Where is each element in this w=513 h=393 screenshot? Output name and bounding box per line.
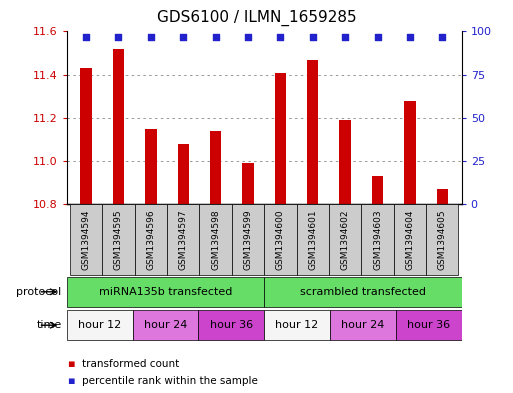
Text: GSM1394596: GSM1394596 (146, 209, 155, 270)
Bar (393, 204, 426, 275)
Bar (242, 163, 253, 204)
Point (211, 33, 220, 40)
Bar (264, 204, 297, 275)
Bar (177, 144, 189, 204)
Bar (297, 204, 329, 275)
Bar (264, 310, 330, 340)
Point (341, 33, 349, 40)
Bar (67, 310, 132, 340)
Text: GDS6100 / ILMN_1659285: GDS6100 / ILMN_1659285 (156, 10, 357, 26)
Bar (67, 277, 264, 307)
Text: GSM1394601: GSM1394601 (308, 209, 317, 270)
Bar (70, 204, 102, 275)
Text: hour 24: hour 24 (144, 320, 187, 330)
Point (438, 33, 446, 40)
Bar (426, 204, 459, 275)
Point (309, 33, 317, 40)
Bar (210, 131, 221, 204)
Text: GSM1394602: GSM1394602 (341, 209, 350, 270)
Bar (329, 204, 361, 275)
Bar (396, 310, 462, 340)
Point (244, 33, 252, 40)
Point (147, 33, 155, 40)
Text: GSM1394605: GSM1394605 (438, 209, 447, 270)
Bar (372, 176, 383, 204)
Text: GSM1394599: GSM1394599 (244, 209, 252, 270)
Point (114, 33, 123, 40)
Bar (232, 204, 264, 275)
Bar (340, 120, 351, 204)
Bar (132, 310, 199, 340)
Text: hour 24: hour 24 (341, 320, 385, 330)
Text: GSM1394603: GSM1394603 (373, 209, 382, 270)
Bar (275, 72, 286, 204)
Bar (102, 204, 135, 275)
Bar (330, 310, 396, 340)
Text: GSM1394600: GSM1394600 (276, 209, 285, 270)
Text: hour 36: hour 36 (210, 320, 253, 330)
Text: ◾: ◾ (67, 358, 74, 369)
Text: transformed count: transformed count (82, 358, 180, 369)
Text: hour 12: hour 12 (78, 320, 121, 330)
Text: GSM1394598: GSM1394598 (211, 209, 220, 270)
Text: percentile rank within the sample: percentile rank within the sample (82, 376, 258, 386)
Point (277, 33, 285, 40)
Text: GSM1394604: GSM1394604 (405, 209, 415, 270)
Bar (437, 189, 448, 204)
Bar (200, 204, 232, 275)
Text: miRNA135b transfected: miRNA135b transfected (99, 287, 232, 297)
Point (406, 33, 414, 40)
Bar (81, 68, 92, 204)
Point (179, 33, 187, 40)
Bar (199, 310, 264, 340)
Point (82, 33, 90, 40)
Text: scrambled transfected: scrambled transfected (300, 287, 426, 297)
Bar (307, 59, 319, 204)
Bar (167, 204, 200, 275)
Bar (264, 277, 462, 307)
Text: hour 36: hour 36 (407, 320, 450, 330)
Bar (135, 204, 167, 275)
Point (373, 33, 382, 40)
Text: hour 12: hour 12 (275, 320, 319, 330)
Bar (113, 49, 124, 204)
Bar (361, 204, 393, 275)
Text: GSM1394594: GSM1394594 (82, 209, 91, 270)
Text: GSM1394595: GSM1394595 (114, 209, 123, 270)
Text: protocol: protocol (16, 287, 62, 297)
Text: GSM1394597: GSM1394597 (179, 209, 188, 270)
Bar (145, 129, 156, 204)
Text: ◾: ◾ (67, 376, 74, 386)
Bar (404, 101, 416, 204)
Text: time: time (36, 320, 62, 330)
